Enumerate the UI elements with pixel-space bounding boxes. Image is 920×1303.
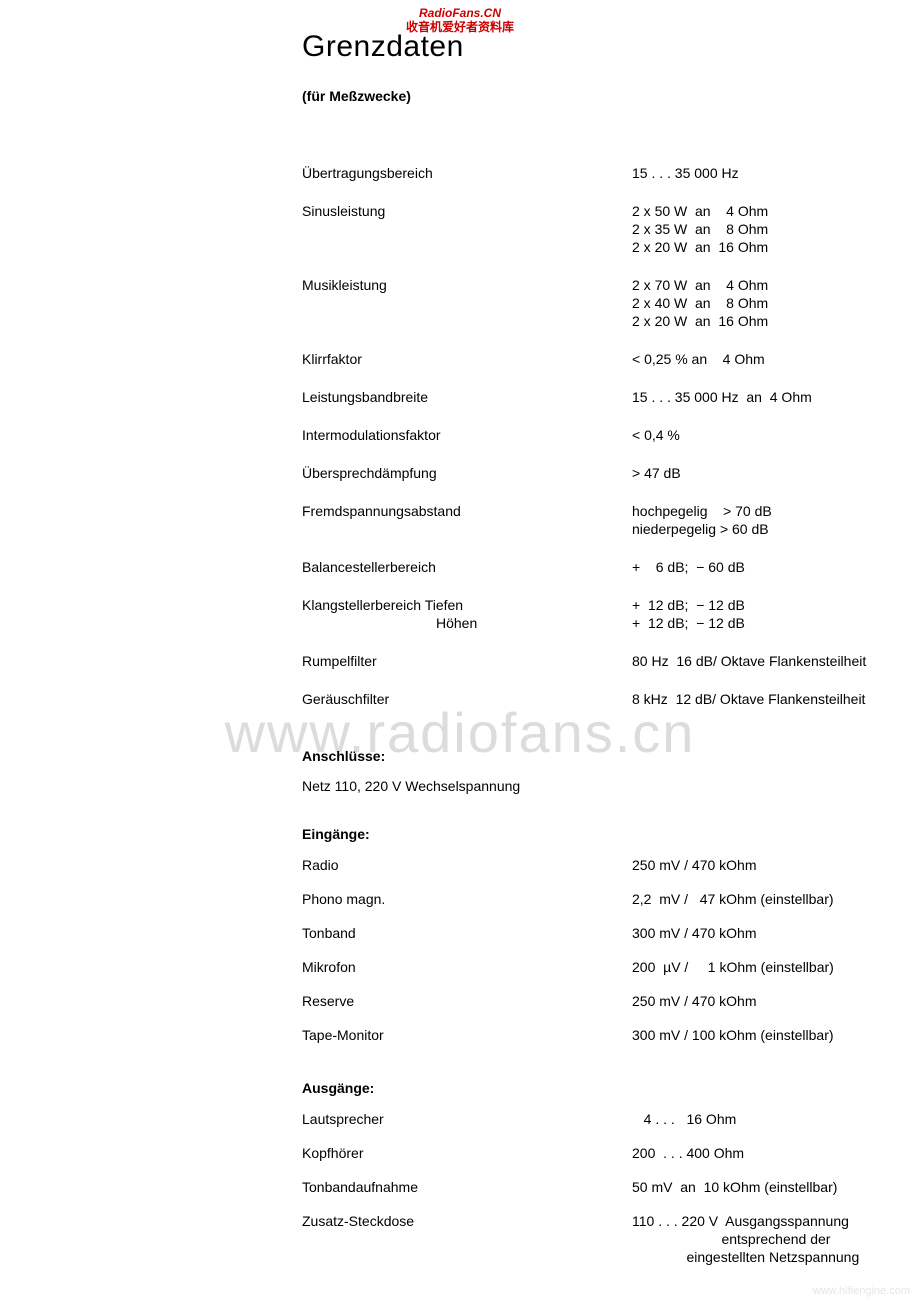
spec-row: Leistungsbandbreite15 . . . 35 000 Hz an… (302, 388, 902, 406)
eingang-value: 300 mV / 100 kOhm (einstellbar) (632, 1026, 902, 1044)
page-title: Grenzdaten (302, 30, 902, 64)
eingang-row: Tonband300 mV / 470 kOhm (302, 924, 902, 942)
spec-row: Klirrfaktor< 0,25 % an 4 Ohm (302, 350, 902, 368)
eingang-row: Mikrofon200 µV / 1 kOhm (einstellbar) (302, 958, 902, 976)
ausgang-label: Tonbandaufnahme (302, 1178, 632, 1196)
ausgang-row: Tonbandaufnahme50 mV an 10 kOhm (einstel… (302, 1178, 902, 1196)
eingang-label: Mikrofon (302, 958, 632, 976)
ausgang-row: Kopfhörer200 . . . 400 Ohm (302, 1144, 902, 1162)
spec-label: Rumpelfilter (302, 652, 632, 670)
spec-value: hochpegelig > 70 dBniederpegelig > 60 dB (632, 502, 902, 538)
eingang-value: 200 µV / 1 kOhm (einstellbar) (632, 958, 902, 976)
eingang-label: Radio (302, 856, 632, 874)
ausgang-value: 4 . . . 16 Ohm (632, 1110, 902, 1128)
eingang-label: Phono magn. (302, 890, 632, 908)
ausgang-value: 110 . . . 220 V Ausgangsspannung entspre… (632, 1212, 902, 1266)
spec-label: Musikleistung (302, 276, 632, 330)
header-line1: RadioFans.CN (0, 6, 920, 20)
ausgang-label: Kopfhörer (302, 1144, 632, 1162)
specs-block: Übertragungsbereich15 . . . 35 000 Hz Sin… (302, 164, 902, 708)
spec-label: Geräuschfilter (302, 690, 632, 708)
spec-label: Leistungsbandbreite (302, 388, 632, 406)
spec-value: < 0,25 % an 4 Ohm (632, 350, 902, 368)
eingang-row: Tape-Monitor300 mV / 100 kOhm (einstellb… (302, 1026, 902, 1044)
spec-label: Fremdspannungsabstand (302, 502, 632, 538)
spec-value: 80 Hz 16 dB/ Oktave Flankensteilheit (632, 652, 902, 670)
spec-value: + 6 dB; − 60 dB (632, 558, 902, 576)
spec-value: 15 . . . 35 000 Hz an 4 Ohm (632, 388, 902, 406)
eingang-value: 2,2 mV / 47 kOhm (einstellbar) (632, 890, 902, 908)
anschluesse-heading: Anschlüsse: (302, 748, 902, 764)
eingang-label: Tape-Monitor (302, 1026, 632, 1044)
ausgang-label: Lautsprecher (302, 1110, 632, 1128)
eingang-value: 300 mV / 470 kOhm (632, 924, 902, 942)
ausgang-label: Zusatz-Steckdose (302, 1212, 632, 1266)
ausgang-row: Zusatz-Steckdose110 . . . 220 V Ausgangs… (302, 1212, 902, 1266)
spec-label: Klangstellerbereich TiefenHöhen (302, 596, 632, 632)
spec-row: Sinusleistung2 x 50 W an 4 Ohm2 x 35 W a… (302, 202, 902, 256)
document-content: Grenzdaten (für Meßzwecke) Übertragungsb… (302, 30, 902, 1282)
spec-row: Balancestellerbereich+ 6 dB; − 60 dB (302, 558, 902, 576)
spec-value: 15 . . . 35 000 Hz (632, 164, 902, 182)
ausgang-value: 200 . . . 400 Ohm (632, 1144, 902, 1162)
eingaenge-heading: Eingänge: (302, 826, 902, 842)
spec-row: Rumpelfilter80 Hz 16 dB/ Oktave Flankens… (302, 652, 902, 670)
eingang-row: Phono magn.2,2 mV / 47 kOhm (einstellbar… (302, 890, 902, 908)
page-subtitle: (für Meßzwecke) (302, 88, 902, 104)
spec-label: Sinusleistung (302, 202, 632, 256)
spec-value: > 47 dB (632, 464, 902, 482)
eingang-value: 250 mV / 470 kOhm (632, 856, 902, 874)
eingang-label: Reserve (302, 992, 632, 1010)
spec-value: < 0,4 % (632, 426, 902, 444)
spec-label: Klirrfaktor (302, 350, 632, 368)
spec-label: Intermodulationsfaktor (302, 426, 632, 444)
spec-row: Übertragungsbereich15 . . . 35 000 Hz (302, 164, 902, 182)
footer-watermark: www.hifiengine.com (813, 1285, 910, 1297)
ausgaenge-heading: Ausgänge: (302, 1080, 902, 1096)
eingaenge-block: Radio250 mV / 470 kOhmPhono magn.2,2 mV … (302, 856, 902, 1044)
ausgang-value: 50 mV an 10 kOhm (einstellbar) (632, 1178, 902, 1196)
spec-row: Fremdspannungsabstandhochpegelig > 70 dB… (302, 502, 902, 538)
spec-row: Intermodulationsfaktor< 0,4 % (302, 426, 902, 444)
spec-label: Übertragungsbereich (302, 164, 632, 182)
spec-row: Musikleistung2 x 70 W an 4 Ohm2 x 40 W a… (302, 276, 902, 330)
spec-value: 2 x 70 W an 4 Ohm2 x 40 W an 8 Ohm2 x 20… (632, 276, 902, 330)
eingang-row: Radio250 mV / 470 kOhm (302, 856, 902, 874)
anschluesse-sub: Netz 110, 220 V Wechselspannung (302, 778, 902, 794)
spec-value: + 12 dB; − 12 dB+ 12 dB; − 12 dB (632, 596, 902, 632)
spec-value: 2 x 50 W an 4 Ohm2 x 35 W an 8 Ohm2 x 20… (632, 202, 902, 256)
spec-label: Balancestellerbereich (302, 558, 632, 576)
eingang-row: Reserve250 mV / 470 kOhm (302, 992, 902, 1010)
ausgang-row: Lautsprecher 4 . . . 16 Ohm (302, 1110, 902, 1128)
spec-row: Übersprechdämpfung> 47 dB (302, 464, 902, 482)
spec-label: Übersprechdämpfung (302, 464, 632, 482)
eingang-value: 250 mV / 470 kOhm (632, 992, 902, 1010)
spec-row: Geräuschfilter8 kHz 12 dB/ Oktave Flanke… (302, 690, 902, 708)
spec-row: Klangstellerbereich TiefenHöhen+ 12 dB; … (302, 596, 902, 632)
ausgaenge-block: Lautsprecher 4 . . . 16 OhmKopfhörer200 … (302, 1110, 902, 1266)
eingang-label: Tonband (302, 924, 632, 942)
spec-value: 8 kHz 12 dB/ Oktave Flankensteilheit (632, 690, 902, 708)
